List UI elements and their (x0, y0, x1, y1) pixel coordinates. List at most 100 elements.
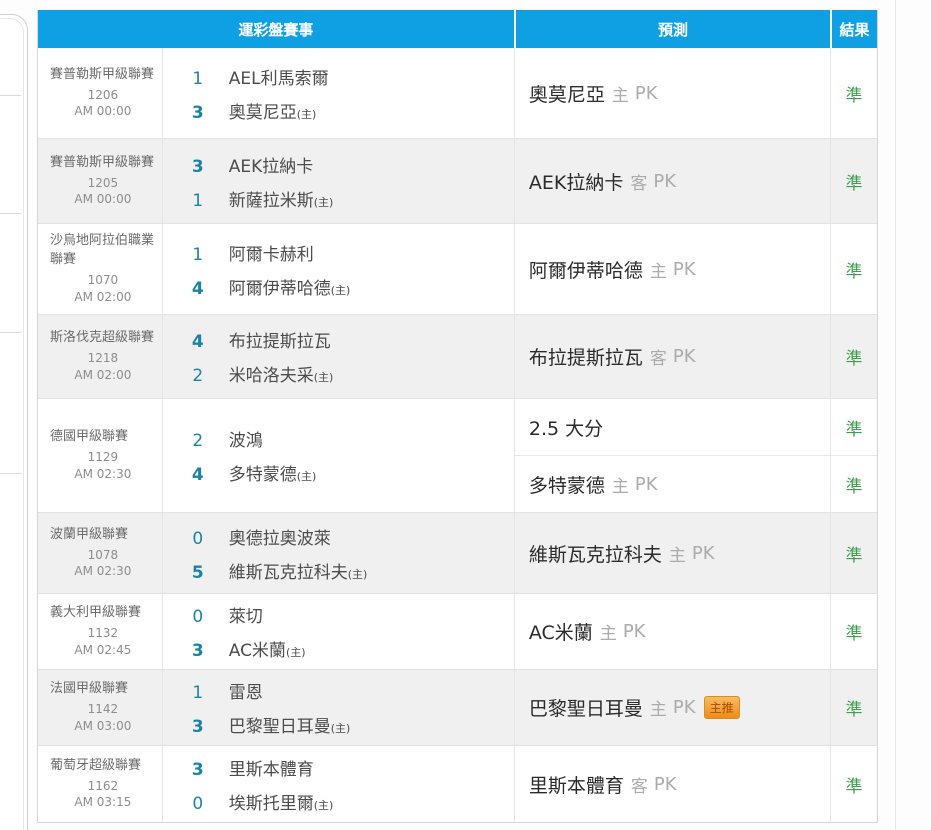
column-header-result: 結果 (830, 10, 877, 48)
prediction-line: 奧莫尼亞主 PK (515, 48, 830, 138)
match-id: 1132 (87, 626, 119, 641)
match-cell: 1 阿爾卡赫利 4 阿爾伊蒂哈德 (主) (161, 224, 514, 314)
home-score: 1 (192, 190, 204, 211)
away-team-name: 雷恩 (228, 683, 263, 703)
prediction-pick: 布拉提斯拉瓦 (528, 347, 643, 369)
result-cell: 準 (830, 139, 877, 223)
prediction-pick: AC米蘭 (528, 622, 593, 644)
match-cell: 2 波鴻 4 多特蒙德 (主) (161, 399, 514, 512)
away-team-line: 0 萊切 (163, 602, 514, 627)
match-time: AM 02:00 (74, 367, 132, 382)
prediction-cell: 維斯瓦克拉科夫主 PK (513, 513, 830, 593)
prediction-line: 阿爾伊蒂哈德主 PK (515, 224, 830, 314)
handicap-label: PK (672, 258, 696, 280)
home-team-name: AC米蘭 (228, 641, 286, 661)
prediction-pick: 阿爾伊蒂哈德 (528, 259, 643, 282)
league-name: 沙烏地阿拉伯職業聯賽 (50, 233, 155, 268)
match-cell: 1 雷恩 3 巴黎聖日耳曼 (主) (161, 670, 514, 745)
match-id: 1218 (87, 351, 119, 366)
table-row: 德國甲級聯賽 1129 AM 02:30 2 波鴻 4 多特蒙德 (主) 2.5… (38, 399, 877, 513)
prediction-cell: 2.5 大分 多特蒙德主 PK (513, 399, 831, 512)
away-score: 1 (192, 244, 204, 265)
result-cell: 準 (830, 48, 877, 138)
league-name: 德國甲級聯賽 (50, 429, 129, 445)
away-team-line: 1 雷恩 (163, 678, 514, 703)
result-label: 準 (845, 419, 863, 440)
match-cell: 0 萊切 3 AC米蘭 (主) (161, 594, 514, 669)
home-marker: (主) (330, 722, 351, 735)
league-cell: 波蘭甲級聯賽 1078 AM 02:30 (38, 513, 162, 593)
result-label: 準 (845, 261, 863, 282)
home-team-name: 維斯瓦克拉科夫 (228, 562, 348, 583)
venue-label: 主 (649, 261, 667, 282)
result-line: 準 (831, 315, 877, 398)
away-score: 1 (192, 68, 204, 89)
prediction-cell: 布拉提斯拉瓦客 PK (513, 315, 830, 398)
result-cell: 準 (830, 746, 877, 822)
hot-pick-badge: 主推 (703, 696, 740, 719)
venue-label: 主 (611, 85, 629, 106)
match-time: AM 03:00 (74, 718, 132, 733)
prediction-line: 布拉提斯拉瓦客 PK (515, 315, 830, 398)
prediction-cell: AEK拉納卡客 PK (513, 139, 830, 223)
home-marker: (主) (330, 283, 351, 297)
home-marker: (主) (313, 798, 334, 812)
result-label: 準 (845, 624, 863, 644)
handicap-label: PK (672, 697, 696, 718)
table-header: 運彩盤賽事 預測 結果 (38, 10, 877, 48)
home-marker: (主) (313, 195, 334, 209)
prediction-pick: 2.5 大分 (528, 417, 604, 440)
prediction-cell: 巴黎聖日耳曼主 PK 主推 (513, 670, 830, 745)
away-team-name: AEL利馬索爾 (228, 68, 329, 89)
table-row: 法國甲級聯賽 1142 AM 03:00 1 雷恩 3 巴黎聖日耳曼 (主) 巴… (38, 670, 877, 746)
home-team-name: 埃斯托里爾 (228, 793, 314, 814)
result-cell: 準 (830, 594, 877, 669)
divider-line (0, 473, 21, 474)
result-line: 準 (831, 746, 877, 822)
prediction-line: AEK拉納卡客 PK (515, 139, 830, 223)
home-score: 3 (191, 717, 204, 737)
prediction-cell: 奧莫尼亞主 PK (513, 48, 830, 138)
match-time: AM 03:15 (74, 795, 132, 810)
divider-line (0, 213, 21, 214)
venue-label: 客 (649, 349, 667, 369)
result-cell: 準 (830, 670, 877, 745)
prediction-pick: AEK拉納卡 (528, 171, 624, 194)
venue-label: 客 (630, 173, 648, 194)
match-id: 1142 (87, 702, 119, 717)
away-team-name: AEK拉納卡 (228, 156, 314, 177)
prediction-cell: 里斯本體育客 PK (513, 746, 830, 822)
background-page-edge (0, 14, 28, 830)
table-row: 波蘭甲級聯賽 1078 AM 02:30 0 奧德拉奧波萊 5 維斯瓦克拉科夫 … (38, 513, 877, 594)
home-score: 2 (192, 366, 204, 386)
venue-label: 主 (599, 624, 617, 644)
result-label: 準 (845, 85, 863, 106)
away-score: 2 (192, 431, 204, 451)
match-id: 1129 (87, 450, 119, 465)
match-time: AM 02:30 (74, 564, 132, 579)
league-cell: 法國甲級聯賽 1142 AM 03:00 (38, 670, 162, 745)
prediction-line: 2.5 大分 (515, 399, 830, 455)
home-marker: (主) (313, 371, 334, 384)
venue-label: 主 (611, 476, 629, 497)
away-team-line: 3 里斯本體育 (163, 755, 514, 780)
result-label: 準 (845, 776, 863, 797)
home-team-line: 3 AC米蘭 (主) (163, 636, 514, 661)
result-label: 準 (845, 173, 863, 194)
away-team-name: 奧德拉奧波萊 (228, 528, 331, 549)
prediction-pick: 維斯瓦克拉科夫 (528, 543, 662, 566)
handicap-label: PK (691, 542, 715, 564)
result-cell: 準 (830, 224, 877, 314)
match-cell: 1 AEL利馬索爾 3 奧莫尼亞 (主) (161, 48, 514, 138)
home-team-name: 奧莫尼亞 (228, 102, 297, 123)
handicap-label: PK (672, 346, 696, 367)
home-score: 5 (191, 562, 204, 583)
table-row: 葡萄牙超級聯賽 1162 AM 03:15 3 里斯本體育 0 埃斯托里爾 (主… (38, 746, 877, 822)
home-team-line: 4 多特蒙德 (主) (163, 460, 514, 485)
match-time: AM 00:00 (74, 104, 132, 119)
handicap-label: PK (622, 621, 646, 642)
prediction-pick: 里斯本體育 (528, 774, 624, 797)
match-cell: 3 里斯本體育 0 埃斯托里爾 (主) (161, 746, 514, 822)
league-name: 賽普勒斯甲級聯賽 (50, 66, 155, 82)
league-name: 波蘭甲級聯賽 (50, 526, 129, 542)
